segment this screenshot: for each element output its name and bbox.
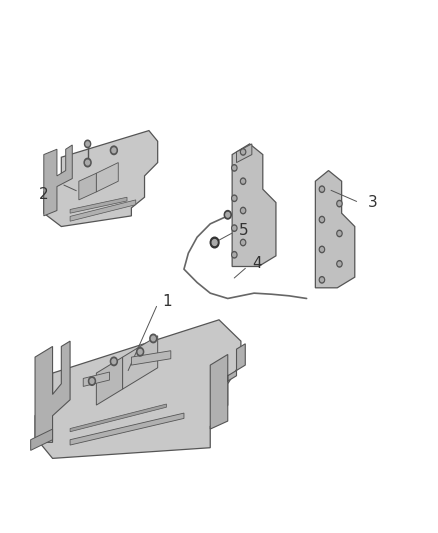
Polygon shape — [70, 197, 127, 213]
Circle shape — [240, 239, 246, 246]
Polygon shape — [44, 131, 158, 227]
Polygon shape — [70, 404, 166, 432]
Circle shape — [88, 377, 95, 385]
Circle shape — [240, 149, 246, 155]
Circle shape — [337, 200, 342, 207]
Polygon shape — [35, 341, 70, 442]
Polygon shape — [232, 144, 276, 266]
Circle shape — [110, 357, 117, 366]
Circle shape — [337, 261, 342, 267]
Circle shape — [112, 359, 116, 364]
Polygon shape — [315, 171, 355, 288]
Circle shape — [240, 178, 246, 184]
Circle shape — [321, 188, 323, 191]
Circle shape — [112, 148, 116, 152]
Polygon shape — [83, 372, 110, 386]
Text: 4: 4 — [252, 256, 261, 271]
Circle shape — [224, 211, 231, 219]
Circle shape — [319, 186, 325, 192]
Polygon shape — [96, 357, 123, 405]
Text: 2: 2 — [39, 187, 48, 202]
Circle shape — [319, 277, 325, 283]
Polygon shape — [79, 173, 96, 200]
Polygon shape — [70, 200, 136, 221]
Circle shape — [110, 146, 117, 155]
Polygon shape — [123, 336, 158, 389]
Circle shape — [226, 213, 230, 217]
Polygon shape — [237, 144, 252, 163]
Circle shape — [319, 216, 325, 223]
Circle shape — [138, 350, 142, 354]
Circle shape — [242, 209, 244, 212]
Polygon shape — [70, 413, 184, 445]
Circle shape — [242, 150, 244, 154]
Circle shape — [90, 379, 94, 383]
Circle shape — [233, 253, 236, 256]
Circle shape — [86, 142, 89, 146]
Circle shape — [232, 165, 237, 171]
Circle shape — [233, 197, 236, 200]
Polygon shape — [31, 429, 53, 450]
Polygon shape — [210, 344, 245, 429]
Text: 1: 1 — [162, 294, 172, 309]
Circle shape — [319, 246, 325, 253]
Circle shape — [84, 158, 91, 167]
Circle shape — [321, 218, 323, 221]
Circle shape — [242, 180, 244, 183]
Circle shape — [233, 227, 236, 230]
Circle shape — [240, 207, 246, 214]
Circle shape — [212, 239, 217, 245]
Circle shape — [338, 232, 341, 235]
Circle shape — [210, 237, 219, 248]
Circle shape — [86, 160, 89, 165]
Circle shape — [337, 230, 342, 237]
Circle shape — [232, 252, 237, 258]
Polygon shape — [96, 163, 118, 192]
Circle shape — [152, 336, 155, 341]
Circle shape — [338, 262, 341, 265]
Circle shape — [232, 225, 237, 231]
Polygon shape — [44, 145, 72, 216]
Polygon shape — [131, 351, 171, 365]
Circle shape — [137, 348, 144, 356]
Text: 5: 5 — [239, 223, 248, 238]
Circle shape — [242, 241, 244, 244]
Circle shape — [85, 140, 91, 148]
Polygon shape — [35, 320, 241, 458]
Circle shape — [321, 248, 323, 251]
Circle shape — [338, 202, 341, 205]
Circle shape — [232, 195, 237, 201]
Circle shape — [233, 166, 236, 169]
Circle shape — [321, 278, 323, 281]
Text: 3: 3 — [368, 195, 378, 210]
Circle shape — [150, 334, 157, 343]
